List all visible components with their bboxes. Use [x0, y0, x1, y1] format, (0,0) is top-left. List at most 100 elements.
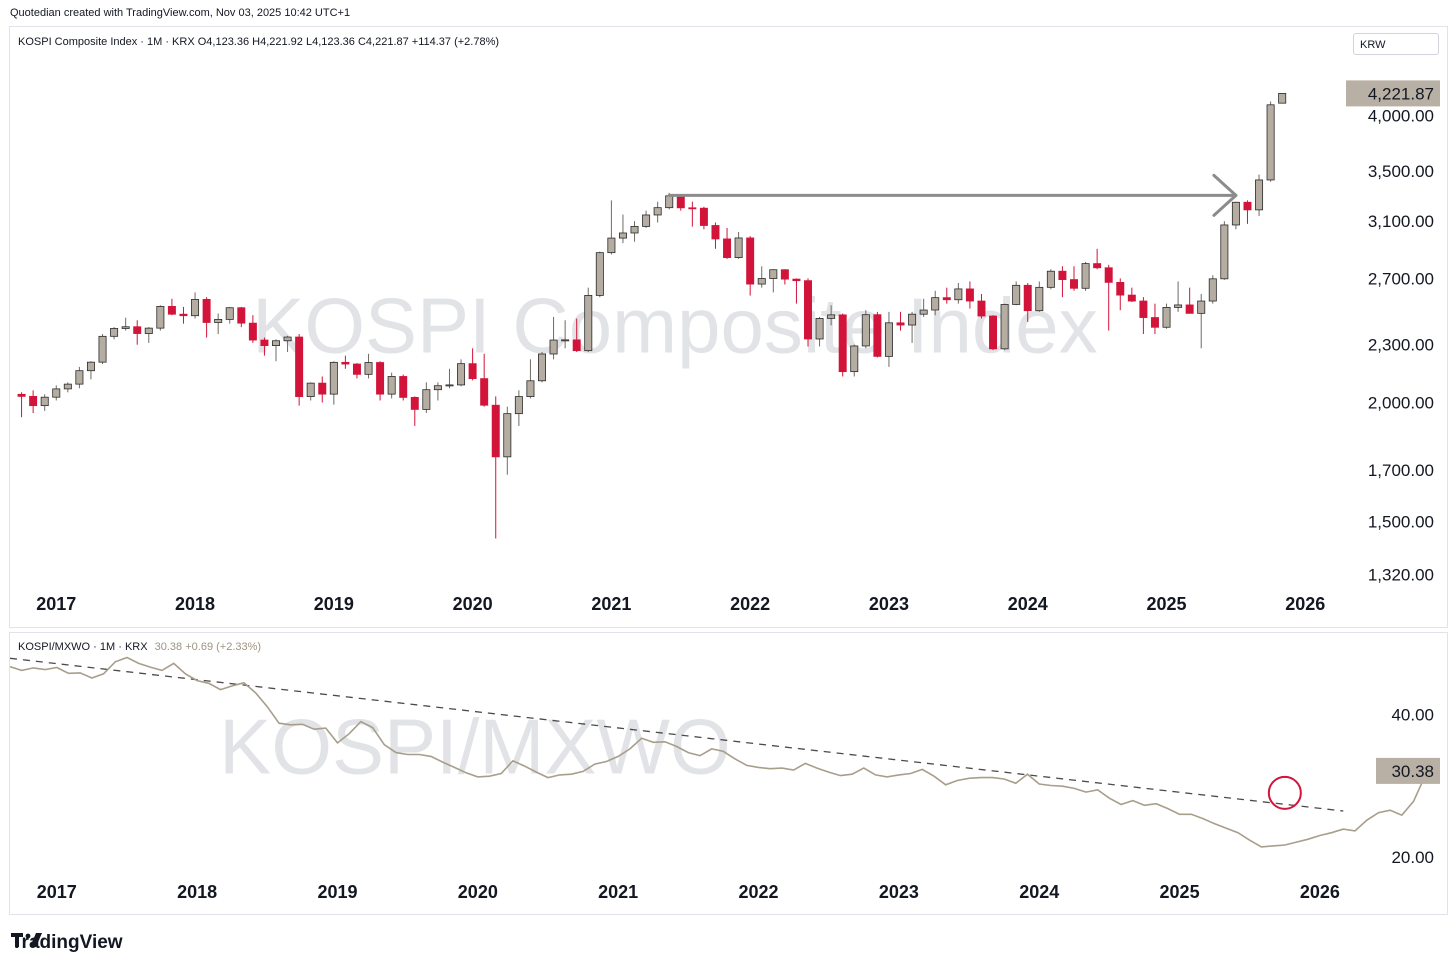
candle-body: [52, 388, 61, 398]
chart-credit: Quotedian created with TradingView.com, …: [10, 7, 351, 19]
candle-body: [98, 335, 107, 363]
candle-body: [272, 340, 280, 347]
ratio-pane[interactable]: KOSPI/MXWO · 1M · KRX 30.38 +0.69 (+2.33…: [9, 632, 1448, 915]
candle-down: [133, 320, 142, 345]
candle-up: [607, 200, 616, 255]
candle-body: [468, 363, 477, 380]
candle-down: [480, 353, 489, 407]
ratio-chart[interactable]: KOSPI/MXWO 40.00 20.00 30.38 2017 2018 2019 202…: [10, 633, 1447, 914]
candle-down: [468, 348, 477, 381]
ratio-watermark: KOSPI/MXWO: [219, 703, 730, 791]
candle-body: [618, 232, 627, 239]
candle-down: [491, 396, 500, 539]
candle-body: [942, 297, 951, 301]
candle-down: [688, 201, 697, 227]
candle-down: [1104, 264, 1113, 331]
candle-body: [1243, 201, 1252, 211]
candle-body: [780, 269, 789, 280]
candle-body: [1266, 104, 1275, 181]
candle-body: [341, 361, 350, 365]
candle-body: [538, 353, 546, 382]
candle-up: [110, 327, 119, 340]
candle-up: [1081, 261, 1090, 291]
candle-body: [1023, 284, 1032, 312]
candle-body: [827, 314, 836, 319]
candle-up: [1231, 201, 1240, 230]
candle-down: [318, 376, 327, 403]
candle-body: [63, 383, 72, 390]
candle-down: [699, 206, 708, 230]
candle-down: [711, 222, 720, 249]
price-chart[interactable]: KOSPI Composite Index4,000.003,500.003,1…: [10, 27, 1447, 627]
candle-body: [711, 225, 720, 240]
price-y-tick: 2,300.00: [1368, 336, 1434, 355]
candle-down: [942, 287, 951, 304]
candle-body: [352, 363, 361, 375]
price-x-tick: 2025: [1146, 594, 1186, 614]
candle-up: [225, 306, 234, 324]
price-x-tick: 2020: [453, 594, 493, 614]
candle-body: [17, 393, 26, 397]
tradingview-logo-icon: [11, 933, 42, 947]
candle-down: [1139, 297, 1148, 335]
candle-body: [329, 361, 338, 395]
candle-down: [1093, 248, 1102, 270]
candle-down: [260, 337, 269, 356]
candle-body: [110, 328, 119, 337]
ratio-x-tick: 2020: [458, 882, 498, 902]
candle-up: [364, 353, 373, 379]
candle-body: [260, 339, 269, 347]
price-y-tick: 3,500.00: [1368, 162, 1434, 181]
candle-body: [1185, 304, 1194, 314]
candle-up: [1208, 275, 1217, 304]
candle-body: [75, 370, 84, 385]
candle-body: [433, 385, 442, 391]
candle-up: [1255, 174, 1264, 216]
candle-up: [514, 390, 523, 426]
price-x-tick: 2019: [314, 594, 354, 614]
candle-up: [954, 282, 963, 304]
candle-up: [1197, 293, 1206, 349]
candle-up: [144, 327, 153, 343]
candle-body: [318, 382, 327, 395]
candle-body: [526, 380, 535, 397]
candle-up: [75, 366, 84, 389]
candle-down: [410, 396, 419, 426]
candle-body: [931, 297, 940, 311]
price-x-tick: 2022: [730, 594, 770, 614]
candle-down: [977, 293, 986, 319]
candle-body: [1035, 286, 1044, 312]
candle-body: [410, 396, 419, 410]
candle-body: [919, 309, 928, 315]
candle-body: [29, 395, 38, 407]
candle-up: [618, 214, 627, 244]
ratio-legend-values: 30.38 +0.69 (+2.33%): [154, 641, 262, 653]
price-pane[interactable]: KOSPI Composite Index · 1M · KRX O4,123.…: [9, 26, 1448, 628]
candle-body: [653, 207, 662, 216]
candle-up: [503, 406, 512, 475]
candle-down: [29, 390, 38, 414]
tradingview-brand[interactable]: TradingView: [11, 932, 123, 954]
candle-down: [1116, 278, 1125, 311]
candle-body: [191, 299, 200, 317]
arrow-head: [1212, 173, 1238, 217]
candle-body: [202, 299, 211, 323]
candle-body: [1127, 294, 1136, 302]
price-x-tick: 2024: [1008, 594, 1048, 614]
candle-up: [283, 335, 292, 352]
candle-body: [1058, 270, 1067, 280]
candle-up: [52, 385, 61, 401]
candle-up: [214, 313, 223, 335]
last-price-label-bg: [1346, 80, 1440, 107]
candle-up: [549, 316, 558, 360]
candle-body: [1104, 267, 1113, 283]
candle-down: [399, 374, 408, 401]
candle-down: [1185, 287, 1194, 314]
candle-body: [734, 237, 743, 258]
candle-body: [1278, 92, 1287, 104]
candle-body: [1231, 201, 1240, 226]
candle-down: [746, 236, 755, 296]
currency-button[interactable]: KRW: [1353, 33, 1439, 55]
candle-up: [457, 359, 466, 387]
candle-down: [295, 334, 304, 406]
